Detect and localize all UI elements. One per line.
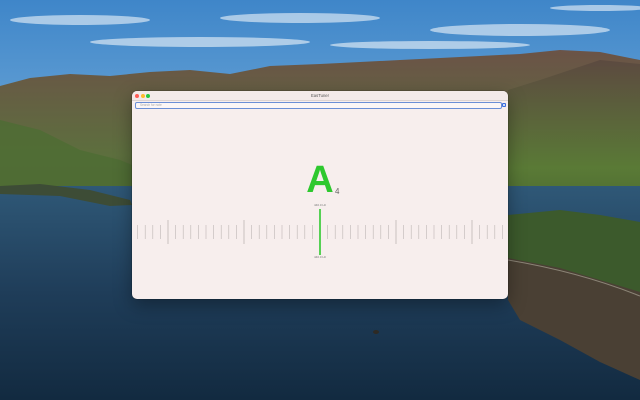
search-icon[interactable] [502, 103, 506, 107]
app-window: EasTuner Search for note A 4 440.0 Hz 44… [132, 91, 508, 299]
minimize-icon[interactable] [140, 93, 145, 98]
window-title: EasTuner [311, 92, 329, 98]
search-input[interactable]: Search for note [135, 102, 506, 109]
cents-readout: 440.0 Hz [314, 255, 327, 259]
search-placeholder: Search for note [140, 103, 162, 108]
note-octave: 4 [335, 187, 340, 196]
tuning-scale [137, 209, 503, 255]
note-name: A [306, 159, 334, 201]
maximize-icon[interactable] [146, 93, 150, 98]
frequency-readout: 440.0 Hz [314, 203, 327, 207]
close-icon[interactable] [135, 93, 139, 98]
title-bar: EasTuner [132, 91, 508, 101]
